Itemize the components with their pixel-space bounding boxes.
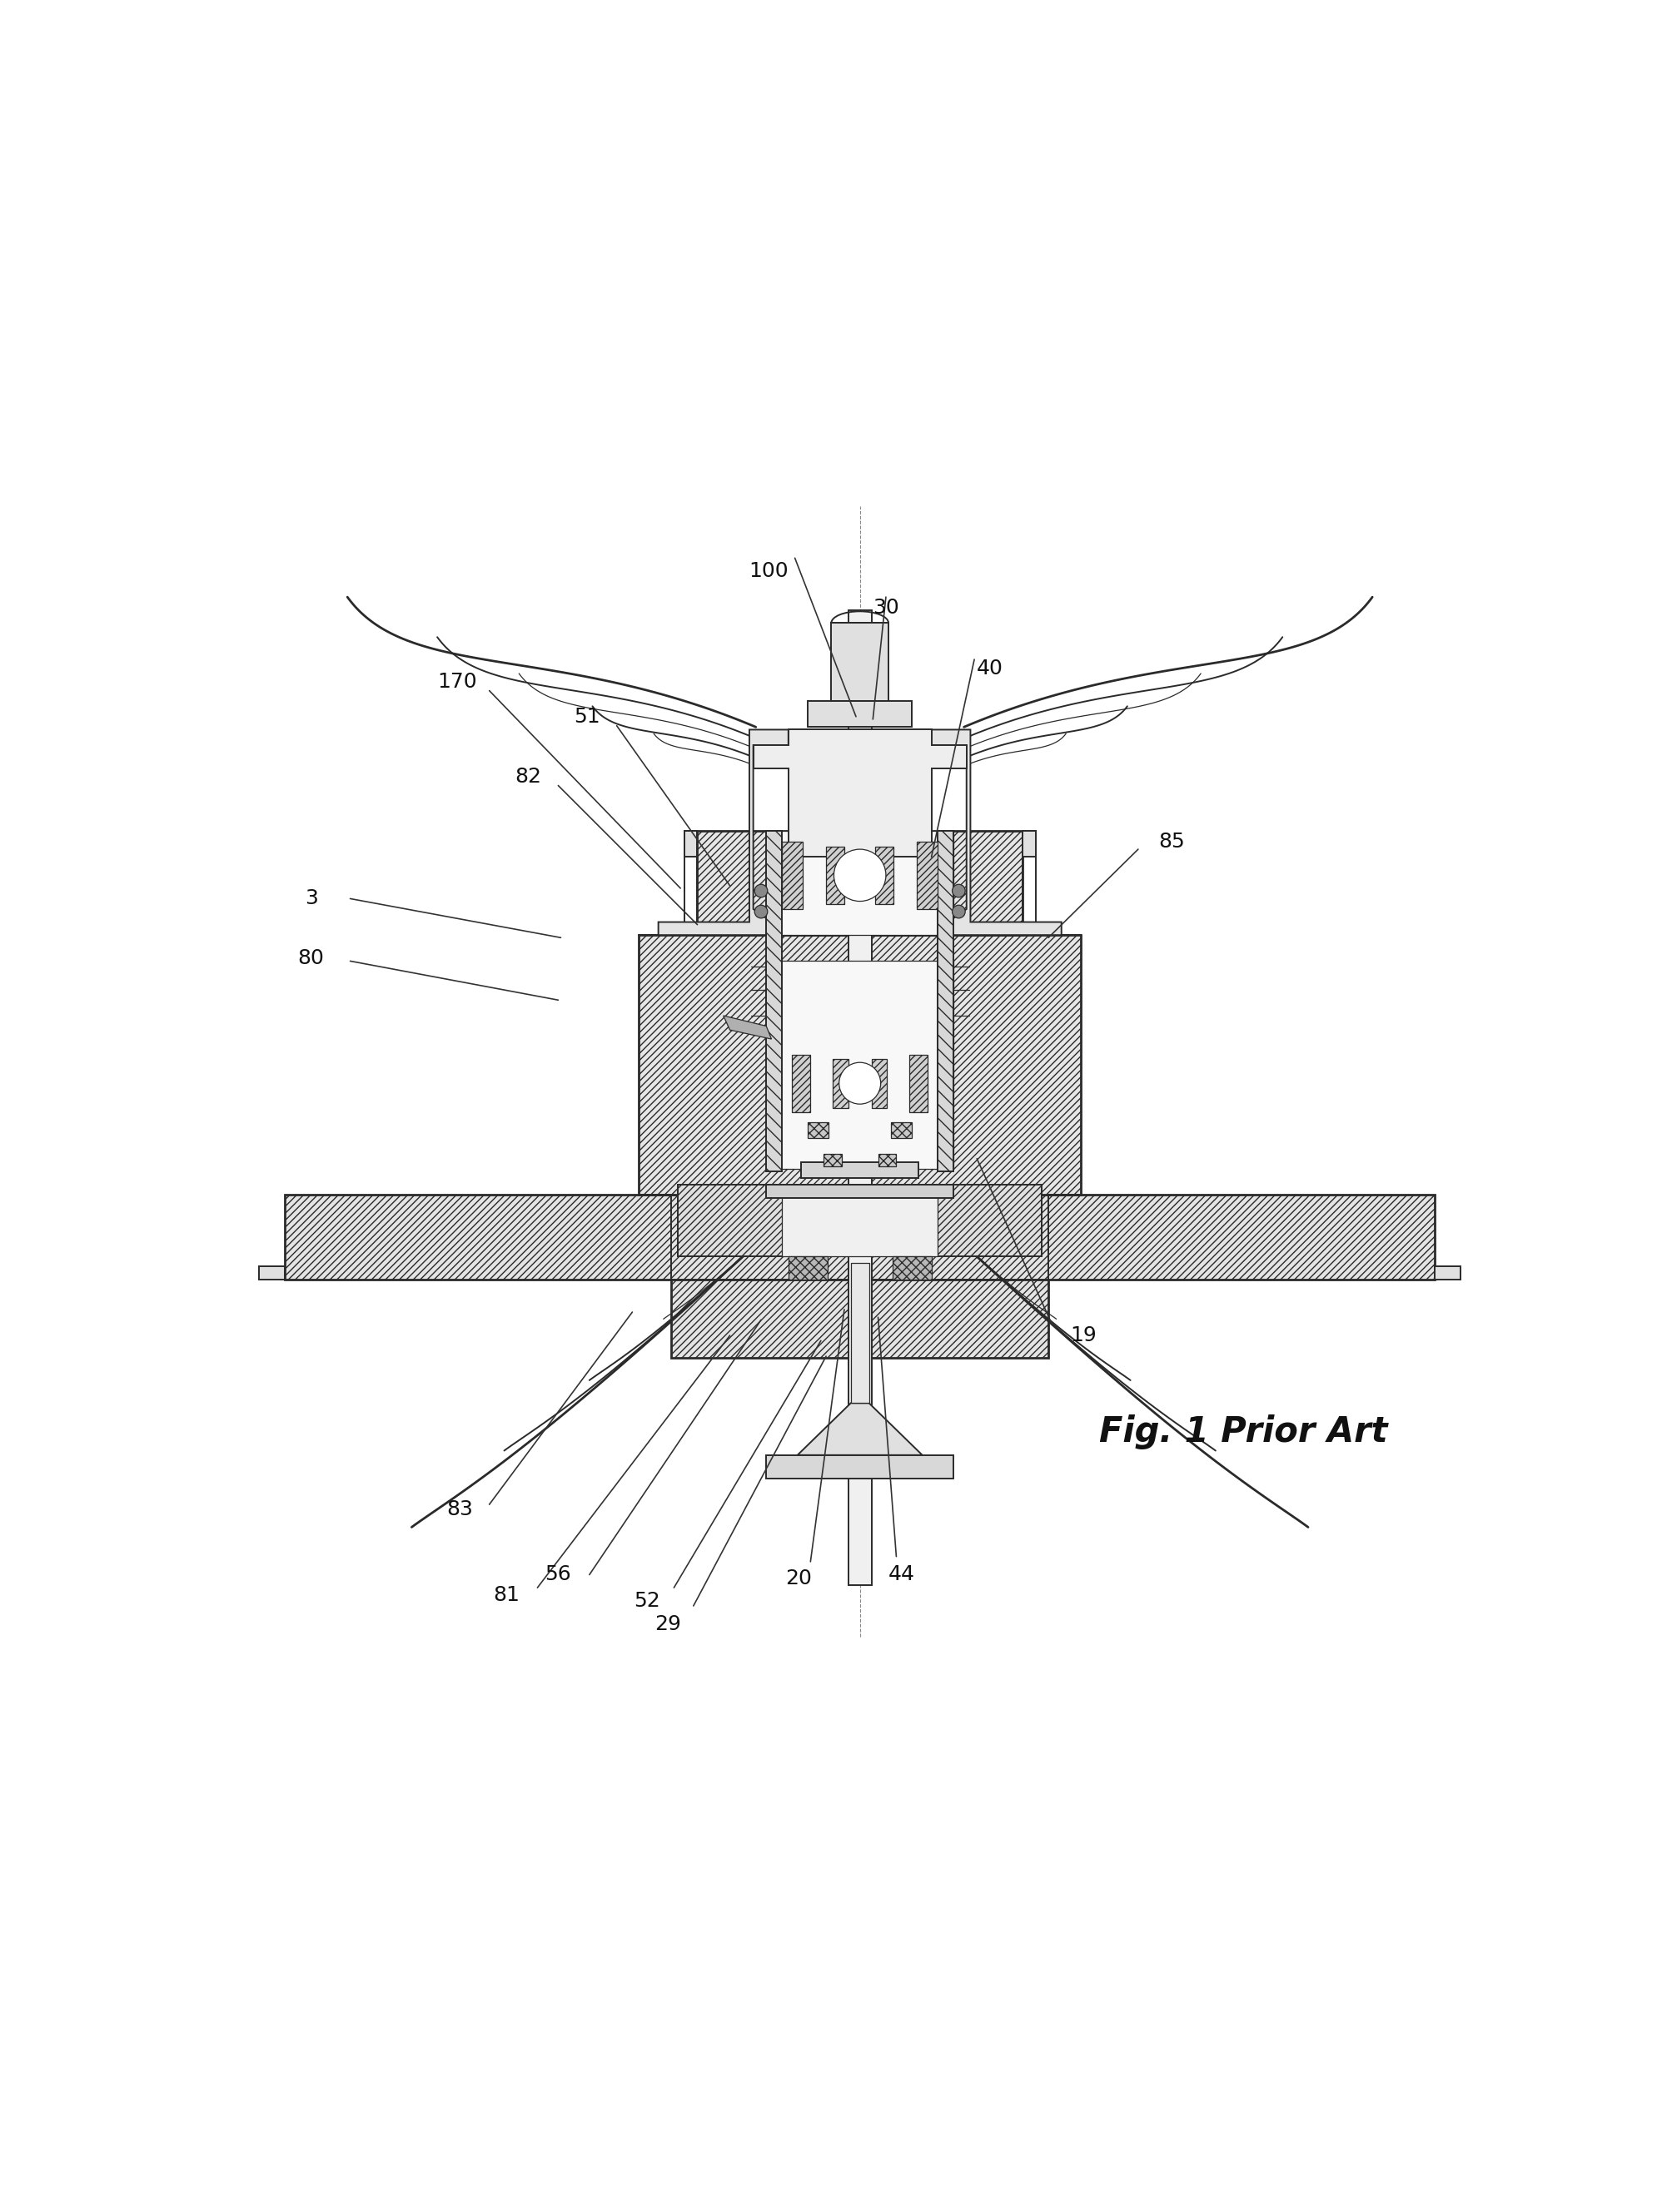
Polygon shape (723, 1015, 771, 1040)
Polygon shape (781, 1186, 937, 1256)
Polygon shape (909, 1055, 927, 1113)
Text: 56: 56 (545, 1564, 572, 1584)
Polygon shape (639, 936, 1080, 1194)
Polygon shape (917, 841, 937, 909)
Text: 52: 52 (634, 1590, 659, 1610)
Text: 100: 100 (748, 562, 788, 582)
Text: Fig. 1 Prior Art: Fig. 1 Prior Art (1098, 1413, 1387, 1449)
Bar (850, 1263, 869, 1402)
Text: 81: 81 (493, 1586, 520, 1606)
Polygon shape (792, 1055, 810, 1113)
Text: 20: 20 (785, 1568, 812, 1588)
Polygon shape (781, 841, 802, 909)
Circle shape (838, 1062, 880, 1104)
Polygon shape (671, 1279, 1048, 1358)
Polygon shape (870, 1060, 887, 1108)
Polygon shape (1021, 832, 1035, 856)
Polygon shape (931, 730, 1062, 936)
Bar (890, 1121, 912, 1137)
Polygon shape (678, 1186, 1041, 1256)
Polygon shape (766, 960, 953, 1170)
Polygon shape (937, 832, 953, 1172)
Text: 30: 30 (872, 597, 899, 617)
Text: 82: 82 (515, 765, 542, 787)
Text: 19: 19 (1070, 1325, 1097, 1345)
Polygon shape (797, 1402, 922, 1455)
Circle shape (755, 905, 766, 918)
Polygon shape (753, 730, 966, 856)
Polygon shape (808, 701, 912, 728)
Text: 51: 51 (574, 706, 600, 726)
Polygon shape (698, 832, 1021, 936)
Bar (877, 1152, 896, 1166)
Text: 40: 40 (976, 659, 1003, 679)
Polygon shape (766, 832, 781, 1172)
Circle shape (833, 849, 885, 900)
Polygon shape (830, 624, 889, 701)
Text: 170: 170 (436, 672, 476, 692)
Polygon shape (832, 1060, 849, 1108)
Text: 3: 3 (305, 889, 317, 909)
Polygon shape (285, 1194, 1434, 1279)
Circle shape (953, 905, 964, 918)
Polygon shape (825, 847, 844, 905)
Polygon shape (684, 832, 698, 856)
Bar (849, 611, 870, 1586)
Polygon shape (766, 1455, 953, 1478)
Text: 80: 80 (299, 949, 324, 969)
Polygon shape (766, 832, 953, 936)
Text: 83: 83 (446, 1500, 473, 1520)
Bar (808, 1121, 828, 1137)
Bar (823, 1152, 842, 1166)
Text: 44: 44 (887, 1564, 914, 1584)
Polygon shape (258, 1267, 285, 1279)
Polygon shape (802, 1164, 917, 1179)
Polygon shape (892, 1256, 931, 1279)
Circle shape (953, 885, 964, 898)
Text: 29: 29 (654, 1615, 681, 1635)
Polygon shape (1434, 1267, 1461, 1279)
Polygon shape (875, 847, 894, 905)
Circle shape (755, 885, 766, 898)
Polygon shape (788, 1256, 827, 1279)
Polygon shape (766, 1186, 953, 1197)
Text: 85: 85 (1159, 832, 1184, 852)
Polygon shape (657, 730, 788, 936)
